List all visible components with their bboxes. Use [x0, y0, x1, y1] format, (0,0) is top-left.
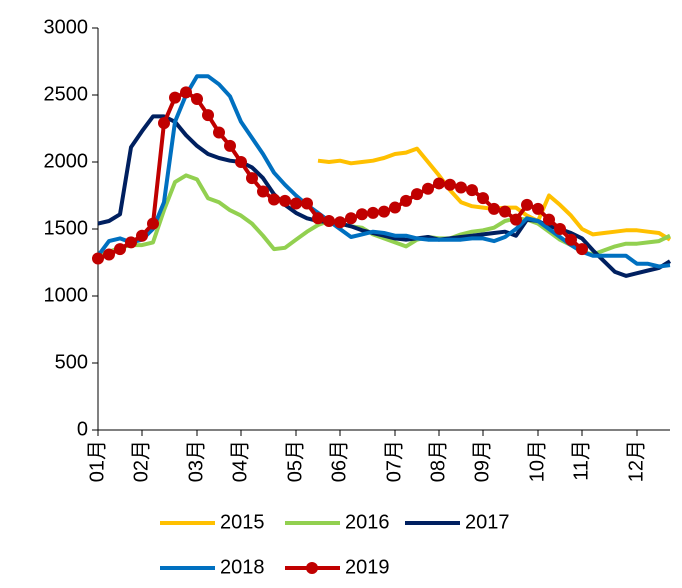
legend-label: 2016 [345, 511, 390, 533]
point-marker [400, 194, 412, 207]
point-marker [213, 126, 225, 139]
x-tick-label: 07月 [383, 440, 405, 482]
legend-marker [306, 562, 318, 574]
point-marker [246, 172, 258, 185]
y-tick-label: 2500 [44, 83, 89, 105]
point-marker [444, 178, 456, 191]
point-marker [367, 206, 379, 219]
legend-label: 2018 [220, 556, 265, 578]
point-marker [312, 212, 324, 225]
point-marker [532, 202, 544, 215]
x-tick-label: 05月 [284, 440, 306, 482]
point-marker [191, 93, 203, 106]
point-marker [136, 229, 148, 242]
point-marker [169, 91, 181, 104]
point-marker [378, 205, 390, 218]
point-marker [543, 213, 555, 226]
point-marker [290, 197, 302, 210]
x-tick-label: 10月 [526, 440, 548, 482]
point-marker [422, 182, 434, 195]
point-marker [345, 212, 357, 225]
point-marker [268, 193, 280, 206]
point-marker [411, 188, 423, 201]
legend-label: 2017 [465, 511, 510, 533]
x-tick-label: 06月 [328, 440, 350, 482]
x-tick-label: 01月 [86, 440, 108, 482]
x-tick-label: 11月 [570, 440, 592, 481]
point-marker [433, 177, 445, 190]
y-tick-label: 0 [77, 418, 88, 440]
point-marker [92, 252, 104, 265]
point-marker [334, 216, 346, 229]
point-marker [301, 197, 313, 210]
point-marker [224, 139, 236, 152]
x-tick-label: 02月 [130, 440, 152, 482]
y-tick-label: 500 [55, 351, 88, 373]
point-marker [147, 217, 159, 230]
point-marker [488, 202, 500, 215]
y-tick-label: 3000 [44, 16, 89, 38]
legend-label: 2015 [220, 511, 265, 533]
x-tick-label: 12月 [625, 440, 647, 482]
y-tick-label: 2000 [44, 150, 89, 172]
point-marker [356, 208, 368, 221]
point-marker [323, 214, 335, 227]
point-marker [510, 213, 522, 226]
x-tick-label: 09月 [471, 440, 493, 482]
point-marker [235, 156, 247, 168]
point-marker [180, 86, 192, 99]
point-marker [257, 185, 269, 198]
y-tick-label: 1500 [44, 217, 89, 239]
point-marker [279, 194, 291, 207]
point-marker [565, 233, 577, 246]
point-marker [125, 236, 137, 249]
point-marker [455, 181, 467, 194]
point-marker [554, 223, 566, 235]
point-marker [389, 201, 401, 214]
x-tick-label: 08月 [427, 440, 449, 482]
point-marker [114, 243, 126, 256]
point-marker [466, 184, 478, 197]
point-marker [202, 109, 214, 122]
series-line [96, 74, 671, 269]
y-tick-label: 1000 [44, 284, 89, 306]
point-marker [158, 117, 170, 130]
point-marker [477, 192, 489, 205]
point-marker [576, 243, 588, 256]
x-tick-label: 03月 [185, 440, 207, 482]
series-line [97, 114, 672, 278]
legend-label: 2019 [345, 556, 390, 578]
point-marker [499, 205, 511, 218]
point-marker [521, 198, 533, 211]
point-marker [103, 248, 115, 261]
x-tick-label: 04月 [229, 440, 251, 482]
